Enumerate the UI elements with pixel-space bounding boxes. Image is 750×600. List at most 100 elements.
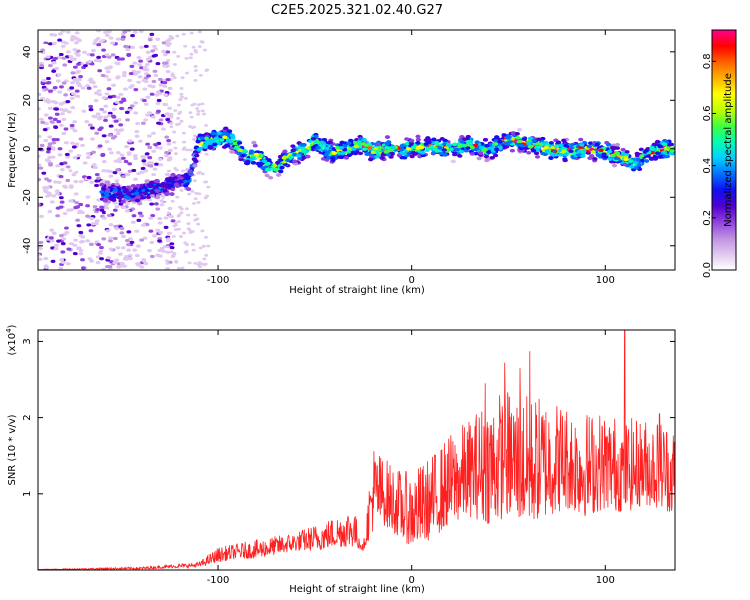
spectrogram-point bbox=[104, 140, 110, 144]
spectrogram-point bbox=[136, 80, 142, 84]
spectrogram-point bbox=[171, 235, 176, 238]
spectrogram-point bbox=[229, 133, 235, 138]
spectrogram-point bbox=[167, 106, 173, 110]
spectrogram-point bbox=[550, 146, 556, 150]
spectrogram-point bbox=[66, 110, 72, 114]
spectrogram-point bbox=[323, 153, 329, 157]
spectrogram-point bbox=[89, 180, 95, 184]
spectrogram-point bbox=[51, 61, 57, 65]
spectrogram-point bbox=[74, 94, 80, 98]
spectrogram-ytick-label: 40 bbox=[22, 45, 33, 58]
spectrogram-point bbox=[181, 169, 186, 173]
spectrogram-point bbox=[478, 145, 485, 150]
spectrogram-point bbox=[58, 266, 64, 270]
spectrogram-point bbox=[197, 170, 202, 174]
spectrogram-point bbox=[59, 102, 65, 106]
spectrogram-point bbox=[172, 76, 177, 80]
spectrogram-point bbox=[51, 138, 57, 142]
colorbar-tick-label: 0.4 bbox=[702, 158, 713, 174]
spectrogram-point bbox=[179, 95, 184, 99]
spectrogram-point bbox=[88, 108, 94, 112]
spectrogram-point bbox=[178, 205, 183, 209]
spectrogram-point bbox=[373, 146, 379, 151]
spectrogram-point bbox=[196, 112, 201, 116]
spectrogram-point bbox=[85, 239, 91, 243]
spectrogram-point bbox=[143, 118, 148, 122]
spectrogram-point bbox=[43, 264, 49, 268]
spectrogram-point bbox=[179, 86, 184, 90]
spectrogram-point bbox=[101, 210, 107, 215]
spectrogram-point bbox=[57, 153, 63, 157]
spectrogram-point bbox=[139, 265, 145, 269]
spectrogram-point bbox=[167, 206, 173, 211]
spectrogram-point bbox=[613, 156, 620, 161]
spectrogram-point bbox=[157, 216, 163, 221]
spectrogram-point bbox=[161, 249, 166, 253]
spectrogram-point bbox=[253, 152, 260, 157]
spectrogram-point bbox=[409, 138, 415, 143]
spectrogram-point bbox=[198, 246, 203, 250]
spectrogram-point bbox=[623, 157, 629, 162]
spectrogram-point bbox=[654, 139, 661, 144]
spectrogram-point bbox=[73, 192, 79, 196]
spectrogram-point bbox=[620, 147, 626, 152]
spectrogram-point bbox=[167, 183, 173, 187]
spectrogram-point bbox=[126, 248, 131, 252]
spectrogram-point bbox=[100, 73, 106, 78]
spectrogram-point bbox=[415, 141, 421, 145]
spectrogram-point bbox=[147, 111, 153, 115]
spectrogram-point bbox=[108, 247, 114, 251]
spectrogram-point bbox=[100, 152, 106, 157]
spectrogram-point bbox=[95, 207, 101, 212]
spectrogram-point bbox=[111, 107, 117, 111]
spectrogram-point bbox=[384, 142, 390, 146]
spectrogram-point bbox=[65, 30, 71, 34]
spectrogram-point bbox=[149, 202, 155, 206]
spectrogram-point bbox=[223, 126, 229, 131]
spectrogram-point bbox=[46, 76, 51, 81]
spectrogram-point bbox=[45, 55, 51, 59]
spectrogram-point bbox=[196, 222, 201, 226]
spectrogram-point bbox=[89, 259, 95, 263]
spectrogram-point bbox=[166, 211, 171, 215]
spectrogram-point bbox=[216, 141, 222, 146]
spectrogram-point bbox=[72, 48, 78, 52]
spectrogram-point bbox=[154, 189, 160, 193]
spectrogram-point bbox=[93, 98, 99, 103]
spectrogram-point bbox=[86, 86, 92, 90]
spectrogram-point bbox=[99, 107, 105, 112]
spectrogram-point bbox=[515, 136, 521, 140]
spectrogram-point bbox=[150, 85, 156, 89]
spectrogram-point bbox=[144, 223, 150, 227]
spectrogram-point bbox=[448, 147, 454, 151]
spectrogram-point bbox=[149, 240, 155, 245]
spectrogram-point bbox=[106, 256, 112, 260]
spectrogram-point bbox=[649, 147, 655, 151]
spectrogram-point bbox=[106, 213, 112, 218]
spectrogram-point bbox=[187, 192, 192, 196]
spectrogram-point bbox=[285, 158, 291, 163]
spectrogram-point bbox=[650, 150, 656, 155]
spectrogram-point bbox=[201, 244, 206, 248]
spectrogram-point bbox=[173, 109, 178, 112]
snr-frame bbox=[37, 329, 676, 571]
spectrogram-point bbox=[60, 44, 66, 48]
spectrogram-point bbox=[116, 57, 122, 61]
spectrogram-point bbox=[431, 151, 437, 155]
spectrogram-point bbox=[113, 159, 119, 163]
spectrogram-point bbox=[78, 248, 84, 253]
spectrogram-point bbox=[598, 148, 604, 153]
spectrogram-point bbox=[172, 140, 177, 144]
spectrogram-point bbox=[108, 239, 113, 243]
spectrogram-point bbox=[55, 214, 61, 218]
spectrogram-point bbox=[38, 253, 41, 257]
spectrogram-point bbox=[148, 229, 154, 233]
spectrogram-point bbox=[99, 190, 105, 194]
spectrogram-point bbox=[169, 215, 174, 219]
spectrogram-point bbox=[76, 224, 82, 228]
spectrogram-point bbox=[484, 143, 490, 148]
spectrogram-point bbox=[70, 141, 75, 145]
spectrogram-point bbox=[47, 135, 53, 139]
spectrogram-point bbox=[61, 117, 67, 121]
spectrogram-point bbox=[126, 52, 132, 57]
